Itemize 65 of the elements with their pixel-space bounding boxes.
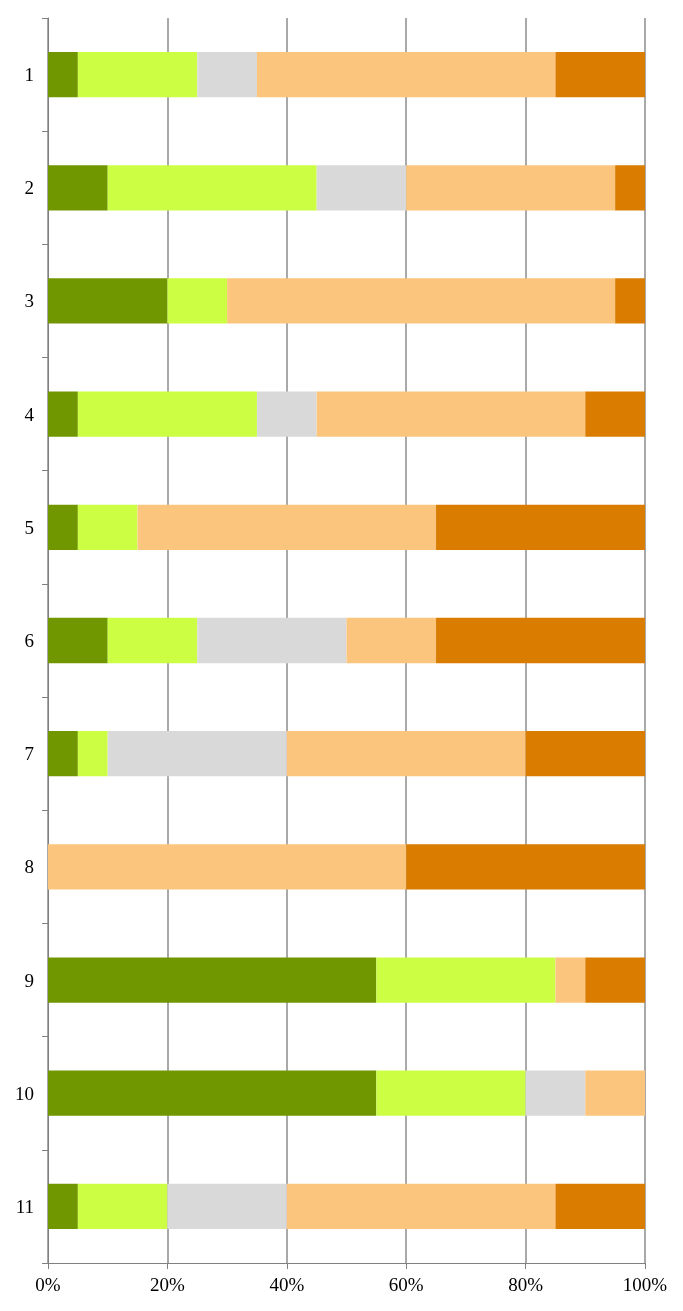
bar bbox=[167, 1183, 287, 1230]
bar bbox=[197, 51, 257, 98]
x-tick-label: 20% bbox=[149, 1274, 185, 1295]
bar bbox=[555, 1183, 645, 1230]
bar bbox=[525, 1070, 586, 1116]
bar bbox=[316, 391, 586, 437]
bar bbox=[48, 617, 108, 664]
x-tick-label: 100% bbox=[622, 1274, 668, 1295]
bar bbox=[107, 617, 198, 664]
bar bbox=[376, 1070, 526, 1116]
x-tick-label: 60% bbox=[388, 1274, 424, 1295]
bar bbox=[585, 391, 645, 437]
bar bbox=[286, 1183, 556, 1230]
bar bbox=[107, 165, 317, 211]
bar bbox=[48, 1070, 377, 1116]
bar bbox=[286, 731, 526, 777]
bar bbox=[48, 957, 377, 1003]
x-tick-label: 40% bbox=[269, 1274, 305, 1295]
bar bbox=[436, 617, 645, 664]
bar bbox=[48, 165, 108, 211]
bar bbox=[48, 731, 78, 777]
bar bbox=[48, 1183, 78, 1230]
bar bbox=[77, 504, 138, 550]
bar bbox=[77, 731, 108, 777]
y-tick-label: 2 bbox=[24, 177, 34, 199]
y-tick-label: 6 bbox=[24, 630, 34, 651]
bar bbox=[227, 278, 616, 324]
bar bbox=[316, 165, 407, 211]
bar bbox=[48, 844, 407, 890]
bar bbox=[77, 51, 198, 98]
bar bbox=[197, 617, 347, 664]
bar bbox=[48, 278, 168, 324]
x-tick-label: 0% bbox=[35, 1274, 61, 1295]
bar bbox=[525, 731, 645, 777]
bar bbox=[48, 51, 78, 98]
bar bbox=[376, 957, 556, 1003]
bar bbox=[167, 278, 228, 324]
bar bbox=[585, 1070, 645, 1116]
y-tick-label: 4 bbox=[24, 403, 35, 425]
bar bbox=[585, 957, 645, 1003]
bar bbox=[256, 391, 317, 437]
y-tick-label: 1 bbox=[24, 64, 34, 86]
bar bbox=[436, 504, 645, 550]
y-tick-label: 5 bbox=[24, 516, 34, 538]
bar bbox=[48, 391, 78, 437]
bar bbox=[48, 504, 78, 550]
bar bbox=[137, 504, 437, 550]
bar bbox=[107, 731, 287, 777]
y-tick-label: 11 bbox=[15, 1195, 34, 1217]
bar bbox=[406, 165, 616, 211]
bar bbox=[555, 51, 645, 98]
bar bbox=[406, 844, 645, 890]
bar bbox=[615, 165, 645, 211]
bar bbox=[346, 617, 437, 664]
bar bbox=[256, 51, 556, 98]
y-tick-label: 8 bbox=[24, 856, 34, 878]
y-tick-label: 9 bbox=[24, 969, 34, 991]
bar bbox=[615, 278, 645, 324]
x-tick-label: 80% bbox=[508, 1274, 544, 1295]
bar bbox=[77, 391, 257, 437]
y-tick-label: 7 bbox=[24, 743, 34, 765]
bar bbox=[77, 1183, 168, 1230]
y-tick-label: 10 bbox=[15, 1082, 34, 1104]
y-tick-label: 3 bbox=[24, 290, 34, 312]
bar bbox=[555, 957, 586, 1003]
